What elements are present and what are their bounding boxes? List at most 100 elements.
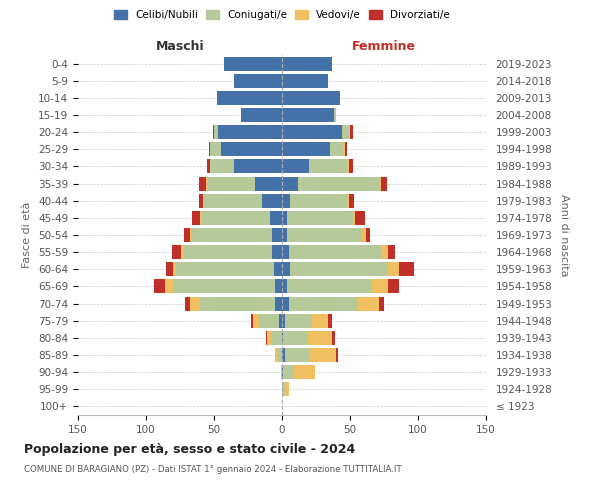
Bar [287, 211, 353, 225]
Text: Popolazione per età, sesso e stato civile - 2024: Popolazione per età, sesso e stato civil… [24, 442, 355, 456]
Bar [278, 348, 282, 362]
Bar [282, 194, 290, 207]
Bar [294, 365, 314, 379]
Bar [282, 228, 287, 242]
Bar [282, 211, 287, 225]
Bar [349, 194, 354, 207]
Bar [282, 331, 283, 345]
Bar [241, 108, 282, 122]
Bar [362, 228, 367, 242]
Bar [282, 296, 289, 310]
Bar [388, 245, 395, 259]
Bar [355, 211, 365, 225]
Bar [199, 194, 203, 207]
Bar [202, 211, 270, 225]
Bar [181, 245, 184, 259]
Bar [290, 194, 347, 207]
Bar [207, 160, 210, 173]
Bar [329, 142, 343, 156]
Bar [282, 160, 309, 173]
Bar [308, 331, 332, 345]
Bar [372, 280, 388, 293]
Bar [289, 296, 357, 310]
Bar [206, 176, 207, 190]
Bar [328, 314, 332, 328]
Bar [184, 245, 272, 259]
Bar [203, 194, 205, 207]
Bar [172, 245, 181, 259]
Bar [282, 262, 290, 276]
Bar [282, 245, 289, 259]
Bar [399, 262, 414, 276]
Bar [214, 125, 218, 139]
Bar [289, 245, 381, 259]
Bar [282, 314, 285, 328]
Bar [342, 125, 349, 139]
Bar [166, 262, 173, 276]
Text: COMUNE DI BARAGIANO (PZ) - Dati ISTAT 1° gennaio 2024 - Elaborazione TUTTITALIA.: COMUNE DI BARAGIANO (PZ) - Dati ISTAT 1°… [24, 465, 401, 474]
Bar [344, 142, 347, 156]
Bar [212, 125, 214, 139]
Bar [312, 314, 328, 328]
Bar [282, 91, 340, 105]
Bar [282, 382, 285, 396]
Bar [272, 245, 282, 259]
Bar [190, 296, 200, 310]
Bar [282, 142, 329, 156]
Bar [262, 194, 282, 207]
Bar [275, 348, 278, 362]
Bar [199, 176, 206, 190]
Bar [275, 296, 282, 310]
Y-axis label: Fasce di età: Fasce di età [22, 202, 32, 268]
Bar [173, 280, 275, 293]
Bar [266, 331, 267, 345]
Bar [207, 176, 255, 190]
Bar [381, 176, 387, 190]
Bar [221, 142, 282, 156]
Bar [381, 245, 388, 259]
Bar [173, 262, 176, 276]
Bar [380, 176, 381, 190]
Bar [309, 160, 347, 173]
Bar [235, 160, 282, 173]
Bar [251, 314, 253, 328]
Y-axis label: Anni di nascita: Anni di nascita [559, 194, 569, 276]
Bar [379, 296, 384, 310]
Bar [218, 125, 282, 139]
Bar [282, 108, 334, 122]
Bar [154, 280, 165, 293]
Bar [349, 160, 353, 173]
Bar [267, 331, 271, 345]
Bar [281, 365, 282, 379]
Bar [285, 348, 309, 362]
Bar [210, 160, 235, 173]
Bar [184, 228, 190, 242]
Bar [176, 262, 274, 276]
Bar [205, 194, 262, 207]
Bar [210, 142, 221, 156]
Bar [282, 280, 287, 293]
Bar [388, 280, 399, 293]
Bar [283, 331, 308, 345]
Bar [224, 56, 282, 70]
Bar [388, 262, 399, 276]
Bar [367, 228, 370, 242]
Bar [283, 365, 294, 379]
Bar [253, 314, 259, 328]
Bar [282, 348, 285, 362]
Bar [347, 194, 349, 207]
Bar [274, 262, 282, 276]
Bar [309, 348, 337, 362]
Bar [285, 382, 289, 396]
Bar [259, 314, 279, 328]
Bar [272, 228, 282, 242]
Bar [270, 211, 282, 225]
Legend: Celibi/Nubili, Coniugati/e, Vedovi/e, Divorziati/e: Celibi/Nubili, Coniugati/e, Vedovi/e, Di… [114, 10, 450, 20]
Bar [287, 280, 372, 293]
Bar [350, 125, 353, 139]
Bar [282, 56, 332, 70]
Bar [279, 314, 282, 328]
Bar [298, 176, 380, 190]
Bar [200, 211, 202, 225]
Bar [285, 314, 312, 328]
